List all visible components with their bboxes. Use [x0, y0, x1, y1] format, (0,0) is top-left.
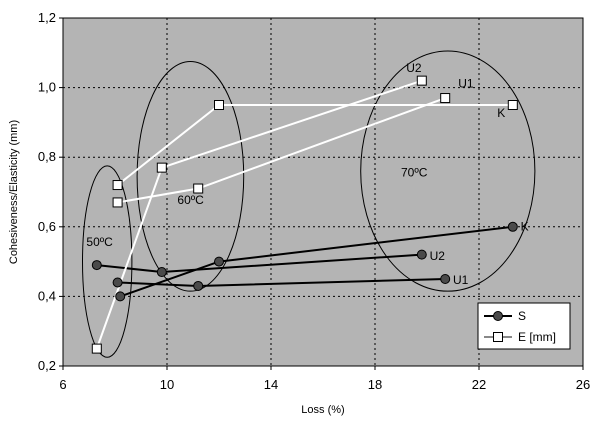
x-tick-label: 18 [368, 377, 382, 392]
y-axis-label: Cohesiveness/Elasticity (mm) [8, 120, 20, 264]
group-ellipse [360, 50, 536, 292]
data-point [91, 343, 102, 354]
axes: 0,2 0,4 0,6 0,8 1,0 1,2 6 10 14 18 22 26 [38, 10, 590, 392]
legend-entry: E [mm] [518, 330, 556, 344]
y-tick-label: 0,6 [38, 219, 56, 234]
data-point [416, 75, 427, 86]
y-tick-label: 0,2 [38, 358, 56, 373]
data-point [193, 183, 204, 194]
plot-frame [62, 17, 584, 367]
y-tick-label: 0,4 [38, 288, 56, 303]
annotation-label: U1 [453, 273, 469, 287]
x-axis-label: Loss (%) [301, 404, 344, 416]
data-point [493, 332, 503, 342]
annotation-label: K [497, 106, 505, 120]
y-tick-label: 0,8 [38, 149, 56, 164]
data-point [440, 93, 451, 104]
data-point [214, 256, 224, 267]
group-label: 70ºC [401, 165, 428, 179]
grid [63, 18, 583, 366]
data-point [193, 280, 204, 291]
data-point [493, 311, 503, 321]
annotation-label: U2 [406, 61, 422, 75]
group-label: 60ºC [177, 193, 204, 207]
data-point [91, 260, 102, 271]
annotations: U2 U1 K U2 U1 K [406, 61, 528, 287]
data-point [112, 277, 123, 288]
group-ellipse [136, 61, 245, 292]
legend-entry: S [518, 309, 526, 323]
legend: S E [mm] [477, 302, 571, 350]
x-tick-label: 22 [472, 377, 486, 392]
y-tick-label: 1,0 [38, 80, 56, 95]
data-point [115, 291, 126, 302]
series-markers [91, 75, 518, 354]
data-point [507, 100, 518, 110]
group-label: 50ºC [86, 235, 113, 249]
group-ellipse [82, 165, 133, 358]
x-tick-label: 14 [264, 377, 278, 392]
data-point [214, 100, 224, 110]
data-point [112, 180, 123, 191]
annotation-label: K [521, 219, 529, 233]
data-point [440, 274, 451, 284]
annotation-label: U2 [430, 249, 446, 263]
y-tick-label: 1,2 [38, 10, 56, 25]
temperature-groups: 50ºC 60ºC 70ºC [82, 50, 536, 358]
x-tick-label: 10 [160, 377, 174, 392]
data-point [156, 267, 167, 278]
data-point [156, 162, 167, 173]
data-point [416, 249, 427, 260]
x-tick-label: 6 [59, 377, 66, 392]
annotation-label: U1 [458, 77, 474, 91]
data-point [507, 221, 518, 232]
x-tick-label: 26 [576, 377, 590, 392]
data-point [112, 197, 123, 208]
